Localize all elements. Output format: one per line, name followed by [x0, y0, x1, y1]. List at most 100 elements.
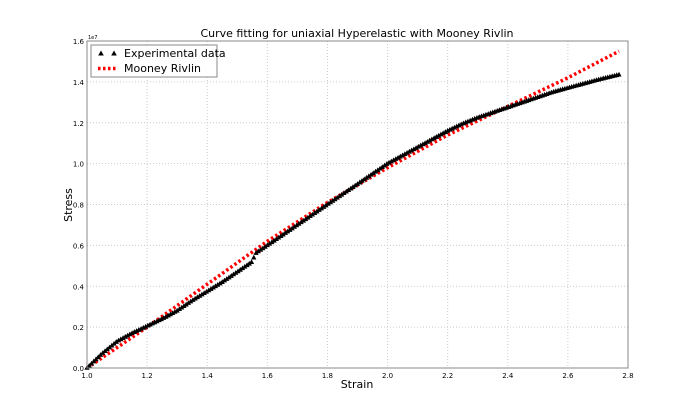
experimental-data-point — [179, 304, 185, 310]
experimental-data-point — [438, 131, 444, 137]
experimental-data-point — [237, 266, 243, 272]
plot-frame — [86, 40, 629, 369]
experimental-data-point — [323, 202, 329, 208]
experimental-data-point — [120, 335, 126, 340]
x-axis-label: Strain — [341, 378, 374, 391]
experimental-data-point — [424, 138, 430, 144]
experimental-data-point — [312, 210, 318, 215]
experimental-data-point — [409, 147, 415, 153]
experimental-data-point — [176, 306, 183, 312]
experimental-data-point — [411, 146, 417, 152]
legend-box — [90, 44, 218, 78]
experimental-data-point — [431, 135, 437, 141]
experimental-data-point — [210, 284, 216, 290]
x-tick-label: 2.4 — [502, 372, 514, 380]
experimental-data-point — [115, 337, 122, 343]
experimental-data-point — [113, 339, 119, 344]
experimental-data-point — [233, 269, 239, 275]
experimental-data-point — [370, 170, 376, 176]
experimental-data-point — [289, 225, 295, 231]
experimental-data-point — [221, 277, 228, 283]
experimental-data-point — [415, 143, 421, 149]
x-tick-label: 2.6 — [562, 372, 574, 380]
experimental-data-point — [273, 236, 279, 242]
experimental-data-point — [276, 234, 282, 240]
experimental-data-point — [285, 228, 291, 234]
experimental-data-point — [266, 240, 273, 246]
experimental-data-point — [183, 301, 189, 307]
experimental-data-point — [163, 313, 169, 319]
experimental-data-point — [118, 336, 124, 342]
experimental-data-point — [354, 181, 361, 186]
experimental-data-point — [397, 153, 403, 159]
experimental-data-point — [271, 237, 277, 243]
experimental-data-point — [442, 129, 449, 134]
experimental-data-point — [384, 161, 390, 166]
experimental-data-point — [440, 130, 446, 136]
legend-label-mooney: Mooney Rivlin — [124, 62, 201, 75]
experimental-data-point — [404, 149, 410, 155]
y-tick-label: 0.2 — [73, 324, 84, 332]
experimental-data-point — [318, 205, 325, 211]
experimental-data-point — [375, 167, 381, 173]
legend-marker-experimental — [98, 50, 104, 56]
experimental-data-point — [366, 173, 372, 179]
experimental-data-point — [192, 295, 198, 301]
experimental-data-point — [206, 287, 212, 293]
y-offset-label: 1e7 — [88, 35, 97, 41]
experimental-data-point — [422, 140, 428, 145]
experimental-data-point — [278, 233, 284, 238]
series-layer — [84, 49, 622, 370]
experimental-data-point — [282, 230, 288, 235]
experimental-data-point — [246, 260, 252, 266]
experimental-data-point — [332, 196, 338, 202]
experimental-data-point — [616, 71, 622, 77]
experimental-data-point — [343, 188, 349, 194]
experimental-data-point — [251, 254, 257, 260]
experimental-data-point — [368, 171, 374, 177]
experimental-data-point — [406, 148, 412, 154]
experimental-data-point — [165, 312, 171, 318]
grid — [86, 40, 629, 369]
experimental-data-point — [341, 190, 347, 196]
experimental-data-point — [260, 245, 266, 251]
experimental-data-point — [413, 145, 419, 150]
experimental-data-point — [122, 333, 128, 339]
y-tick-label: 0.8 — [73, 202, 84, 210]
experimental-data-point — [298, 219, 304, 225]
experimental-data-point — [307, 213, 313, 219]
experimental-data-point — [253, 250, 259, 255]
x-tick-label: 1.4 — [202, 372, 214, 380]
experimental-data-point — [264, 242, 270, 248]
y-tick-label: 1.4 — [73, 79, 85, 87]
experimental-data-point — [255, 248, 261, 254]
experimental-data-point — [300, 217, 306, 223]
experimental-data-point — [395, 154, 401, 160]
experimental-data-point — [336, 193, 343, 199]
experimental-data-point — [226, 274, 232, 280]
experimental-data-point — [361, 176, 367, 182]
experimental-data-point — [350, 184, 356, 189]
experimental-data-point — [161, 315, 167, 320]
experimental-data-point — [294, 222, 300, 228]
experimental-data-point — [348, 185, 354, 191]
experimental-data-point — [390, 157, 397, 163]
legend: Experimental data Mooney Rivlin — [90, 44, 226, 78]
experimental-data-point — [287, 227, 293, 232]
y-axis-label: Stress — [62, 188, 75, 222]
experimental-data-point — [280, 231, 286, 237]
experimental-data-point — [212, 283, 219, 289]
experimental-data-point — [127, 331, 133, 337]
y-tick-label: 1.0 — [73, 161, 84, 169]
experimental-data-point — [235, 268, 241, 274]
experimental-data-point — [372, 168, 379, 174]
x-tick-label: 2.0 — [382, 372, 393, 380]
experimental-data-point — [172, 309, 178, 314]
experimental-data-point — [257, 246, 264, 252]
experimental-data-point — [418, 142, 424, 148]
experimental-data-point — [363, 174, 370, 180]
experimental-data-point — [208, 286, 214, 291]
x-tick-label: 2.2 — [442, 372, 453, 380]
y-tick-label: 1.6 — [73, 38, 85, 46]
experimental-data-point — [305, 214, 311, 220]
